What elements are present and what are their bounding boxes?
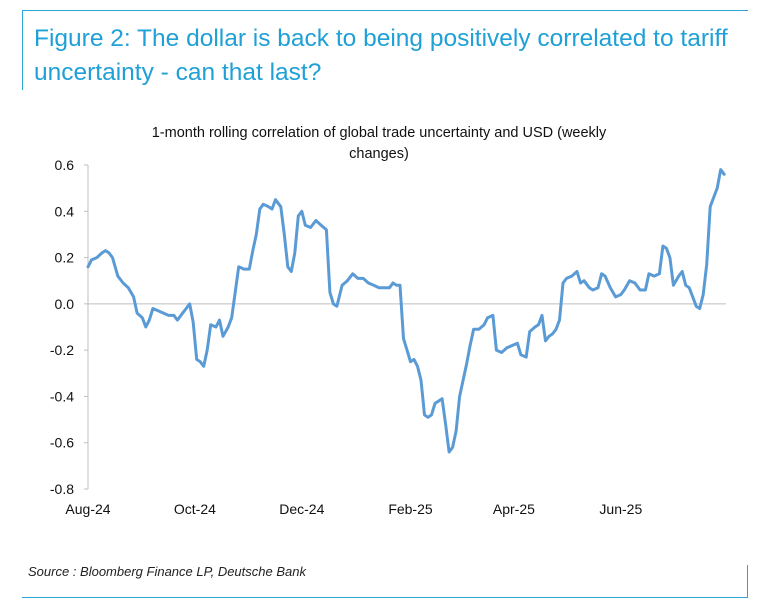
y-tick-label: -0.2: [50, 342, 74, 358]
x-tick-label: Feb-25: [388, 501, 433, 517]
chart-tick-labels: 0.6 0.4 0.2 0.0 -0.2 -0.4 -0.6 -0.8 Aug-24 Oct-24…: [50, 157, 643, 517]
chart-title-line1: 1-month rolling correlation of global tr…: [152, 125, 607, 141]
x-tick-label: Apr-25: [493, 501, 535, 517]
frame-left-border: [22, 10, 23, 90]
y-tick-label: 0.0: [55, 296, 75, 312]
y-tick-label: 0.6: [55, 157, 75, 173]
chart-axes: [84, 164, 726, 490]
figure-title: Figure 2: The dollar is back to being po…: [34, 25, 728, 86]
x-tick-label: Jun-25: [599, 501, 642, 517]
y-tick-label: 0.2: [55, 250, 75, 266]
y-tick-label: 0.4: [55, 203, 75, 219]
y-tick-label: -0.8: [50, 481, 74, 497]
y-tick-label: -0.6: [50, 435, 74, 451]
frame-bottom-border: [22, 597, 748, 598]
x-tick-label: Oct-24: [174, 501, 216, 517]
series-line: [86, 168, 726, 454]
x-tick-label: Aug-24: [65, 501, 110, 517]
source-note: Source : Bloomberg Finance LP, Deutsche …: [28, 564, 306, 579]
y-tick-label: -0.4: [50, 388, 74, 404]
chart-title-line2: changes): [349, 146, 409, 162]
frame-right-border: [747, 565, 748, 597]
x-tick-label: Dec-24: [279, 501, 324, 517]
frame-top-border: [22, 10, 748, 11]
chart-series: [86, 168, 726, 454]
